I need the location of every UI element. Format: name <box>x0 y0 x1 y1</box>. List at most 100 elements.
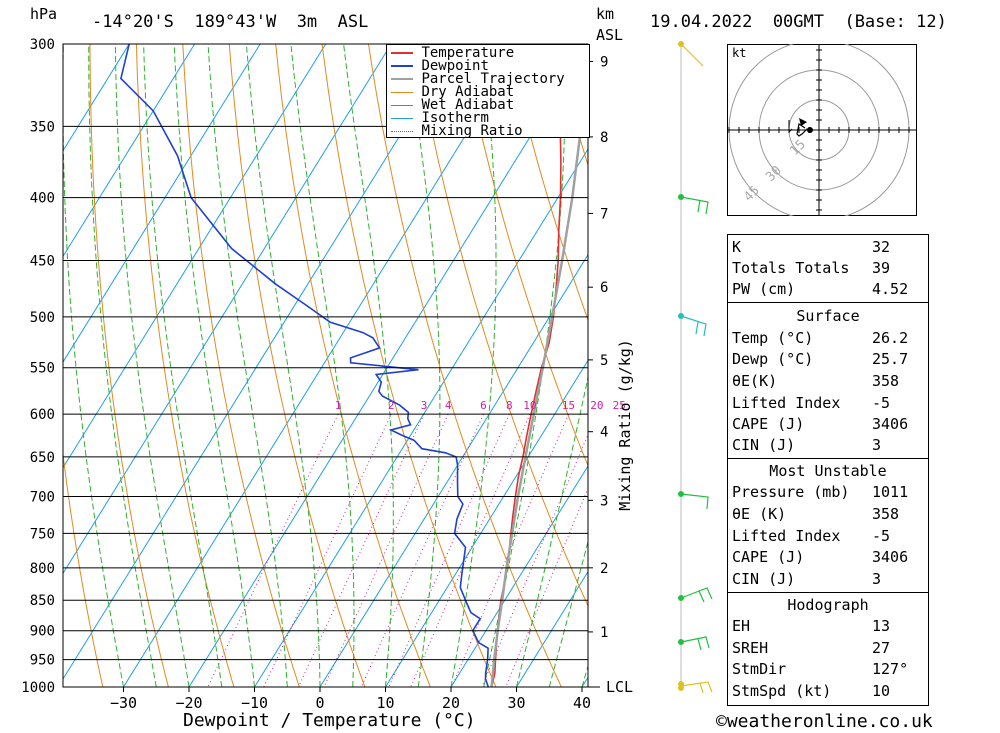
surface-dewp-value: 25.7 <box>872 350 909 368</box>
hodograph-trace <box>796 123 811 137</box>
surface-temp-label: Temp (°C) <box>732 329 814 347</box>
mu-cin-label: CIN (J) <box>732 570 796 588</box>
temperature-tick-label: 0 <box>315 694 324 712</box>
surface-table: Surface Temp (°C) 26.2 Dewp (°C) 25.7 θE(K… <box>727 302 929 460</box>
wet-adiabat-line <box>450 44 497 687</box>
temperature-tick-label: −30 <box>110 694 137 712</box>
wet-adiabat-line <box>245 44 321 687</box>
wind-barb <box>678 681 713 694</box>
mixing-ratio-label: 15 <box>562 399 575 412</box>
wet-adiabat-line <box>343 44 394 687</box>
km-tick-label: 6 <box>600 280 608 296</box>
mixing-ratio-line <box>263 413 392 687</box>
isotherm-line <box>450 465 588 687</box>
surface-cin-label: CIN (J) <box>732 436 796 454</box>
temperature-tick-label: 20 <box>442 694 460 712</box>
legend-entry-dewpoint: Dewpoint <box>391 59 489 73</box>
mixing-ratio-label: 10 <box>523 399 536 412</box>
wind-barb <box>678 636 710 651</box>
surface-title: Surface <box>796 307 860 325</box>
wet-adiabat-line <box>143 44 223 687</box>
stmdir-value: 127° <box>872 660 909 678</box>
isotherm-line <box>254 148 588 687</box>
mixing-ratio-line <box>451 414 569 687</box>
legend-entry-parcel: Parcel Trajectory <box>391 72 565 86</box>
temperature-tick-label: −10 <box>241 694 268 712</box>
mixing-ratio-label: 2 <box>388 399 395 412</box>
isotherm-line <box>188 44 588 687</box>
legend: Temperature Dewpoint Parcel Trajectory D… <box>386 44 590 138</box>
isotherm-line <box>63 44 196 258</box>
surface-theta-value: 358 <box>872 372 900 390</box>
isotherm-line <box>63 44 392 575</box>
surface-lifted-index-label: Lifted Index <box>732 394 841 412</box>
km-tick-label: 7 <box>600 206 608 222</box>
datetime-title: 19.04.2022 00GMT (Base: 12) <box>650 12 947 32</box>
series-line-dewpoint <box>120 44 490 687</box>
isotherm-line <box>63 44 458 680</box>
pressure-tick-label: 750 <box>30 526 55 542</box>
mu-lifted-index-label: Lifted Index <box>732 527 841 545</box>
surface-lifted-index-value: -5 <box>872 394 891 412</box>
dry-adiabat-line <box>275 44 431 687</box>
dry-adiabat-line <box>972 44 1000 687</box>
km-tick-label: 2 <box>600 561 608 577</box>
totals-totals-value: 39 <box>872 259 891 277</box>
legend-entry-wet-adiabat: Wet Adiabat <box>391 98 514 112</box>
pressure-tick-label: 700 <box>30 490 55 506</box>
most-unstable-table: Most Unstable Pressure (mb) 1011 θE (K) 35… <box>727 458 929 594</box>
mu-theta-label: θE (K) <box>732 505 787 523</box>
wet-adiabat-line <box>63 44 124 687</box>
km-tick-label: 5 <box>600 353 608 369</box>
pw-label: PW (cm) <box>732 280 796 298</box>
pw-value: 4.52 <box>872 280 909 298</box>
mixing-ratio-label: 4 <box>445 399 452 412</box>
eh-label: EH <box>732 617 751 635</box>
pressure-tick-label: 600 <box>30 407 55 423</box>
wind-barb <box>678 313 707 337</box>
sreh-label: SREH <box>732 639 769 657</box>
k-index-label: K <box>732 238 742 256</box>
isotherm-line <box>63 44 130 152</box>
sreh-value: 27 <box>872 639 891 657</box>
wind-barb <box>678 194 709 215</box>
pressure-tick-label: 500 <box>30 310 55 326</box>
stmspd-label: StmSpd (kt) <box>732 682 832 700</box>
hodograph-table: Hodograph EH 13 SREH 27 StmDir 127° StmSpd … <box>727 592 929 706</box>
dry-adiabat-line <box>507 44 588 322</box>
mixing-ratio-line <box>298 413 425 687</box>
mu-lifted-index-value: -5 <box>872 527 891 545</box>
wind-barb <box>678 41 704 67</box>
km-tick-label: 1 <box>600 625 608 641</box>
legend-entry-dry-adiabat: Dry Adiabat <box>391 85 514 99</box>
temperature-tick-label: 10 <box>376 694 394 712</box>
temperature-tick-label: 30 <box>507 694 525 712</box>
hodograph: kt 15 30 45 <box>727 44 917 216</box>
wind-barb <box>678 491 709 510</box>
wind-barb <box>678 587 713 603</box>
asl-label: ASL <box>596 26 624 44</box>
dry-adiabat-line <box>460 44 588 467</box>
wet-adiabat-line <box>207 44 288 687</box>
wet-adiabat-line <box>114 44 190 687</box>
pressure-tick-label: 650 <box>30 450 55 466</box>
isotherm-line <box>516 570 588 687</box>
mixing-ratio-label: 6 <box>480 399 487 412</box>
legend-entry-temperature: Temperature <box>391 46 514 60</box>
mixing-ratio-axis-title: Mixing Ratio (g/kg) <box>616 339 634 511</box>
surface-cape-label: CAPE (J) <box>732 415 805 433</box>
location-title: -14°20'S 189°43'W 3m ASL <box>92 12 369 32</box>
mu-theta-value: 358 <box>872 505 900 523</box>
pressure-tick-label: 1000 <box>21 680 55 696</box>
lcl-label: LCL <box>606 678 634 696</box>
pressure-tick-label: 300 <box>30 37 55 53</box>
surface-temp-value: 26.2 <box>872 329 909 347</box>
dry-adiabat-line <box>228 44 366 687</box>
legend-entry-isotherm: Isotherm <box>391 111 489 125</box>
mu-pressure-value: 1011 <box>872 483 909 501</box>
wet-adiabat-line <box>548 539 588 687</box>
x-axis-title: Dewpoint / Temperature (°C) <box>183 710 476 731</box>
most-unstable-title: Most Unstable <box>769 462 887 480</box>
km-tick-label: 9 <box>600 55 608 71</box>
temperature-tick-label: 40 <box>573 694 591 712</box>
